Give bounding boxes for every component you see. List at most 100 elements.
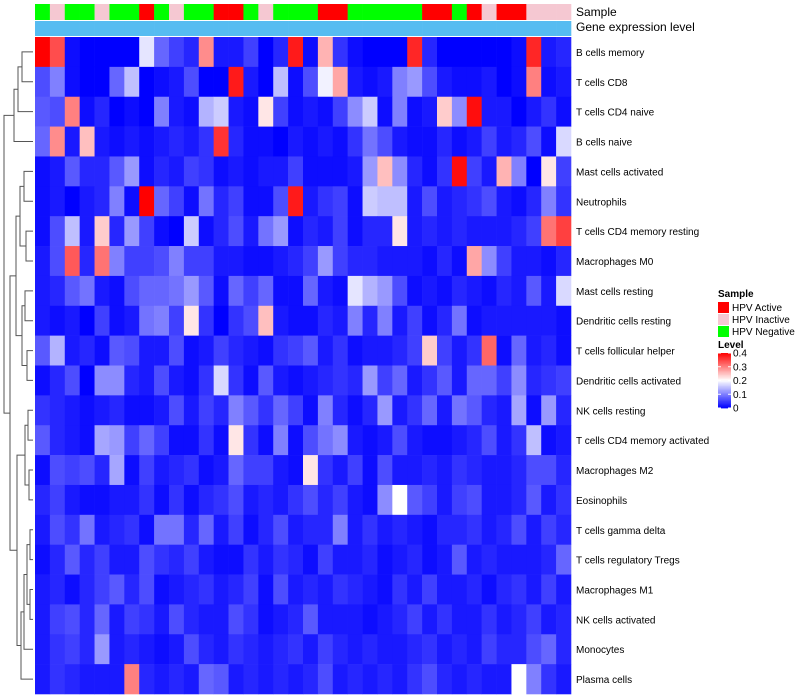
heatmap-cell	[154, 634, 170, 665]
expression-track-cell	[347, 21, 363, 36]
heatmap-cell	[258, 365, 274, 396]
heatmap-cell	[392, 604, 408, 635]
heatmap-cell	[154, 484, 170, 516]
heatmap-cell	[64, 305, 80, 336]
heatmap-cell	[258, 275, 274, 307]
heatmap-cell	[169, 216, 185, 247]
level-legend-gradient-step	[718, 354, 731, 357]
heatmap-cell	[332, 66, 348, 98]
heatmap-cell	[451, 186, 468, 217]
heatmap-cell	[79, 335, 95, 366]
heatmap-cell	[437, 574, 453, 605]
expression-track-cell	[362, 21, 378, 36]
heatmap-cell	[362, 126, 378, 157]
heatmap-cell	[49, 425, 66, 456]
heatmap-cell	[243, 37, 259, 68]
heatmap-cell	[109, 514, 125, 545]
heatmap-cell	[49, 514, 66, 545]
heatmap-cell	[317, 604, 334, 635]
heatmap-cell	[109, 395, 125, 426]
expression-track-cell	[407, 21, 423, 36]
level-legend-gradient-step	[718, 380, 731, 383]
heatmap-cell	[198, 455, 214, 486]
heatmap-cell	[124, 634, 140, 665]
heatmap-cell	[35, 305, 51, 336]
heatmap-cell	[407, 156, 423, 187]
heatmap-cell	[109, 365, 125, 396]
heatmap-cell	[556, 216, 572, 247]
heatmap-cell	[303, 574, 319, 605]
heatmap-cell	[273, 395, 289, 426]
heatmap-cell	[556, 66, 572, 98]
sample-track-label: Sample	[576, 5, 617, 19]
row-label: T cells CD4 memory activated	[576, 436, 709, 447]
heatmap-cell	[273, 455, 289, 486]
level-legend-gradient-step	[718, 386, 731, 388]
sample-track-cell	[49, 4, 66, 20]
heatmap-cell	[243, 305, 259, 336]
heatmap-cell	[556, 305, 572, 336]
heatmap-cell	[49, 455, 66, 486]
row-dendrogram	[3, 51, 33, 680]
heatmap-cell	[273, 186, 289, 217]
heatmap-cell	[94, 514, 110, 545]
heatmap-cell	[243, 66, 259, 98]
heatmap-cell	[228, 96, 244, 127]
expression-track-cell	[243, 21, 259, 36]
heatmap-cell	[49, 395, 66, 426]
heatmap-cell	[288, 126, 304, 157]
heatmap-cell	[154, 96, 170, 127]
expression-track-cell	[169, 21, 185, 36]
heatmap-cell	[273, 514, 289, 545]
heatmap-cell	[79, 305, 95, 336]
heatmap-cell	[273, 604, 289, 635]
heatmap-cell	[526, 574, 542, 605]
heatmap-cell	[556, 156, 572, 187]
expression-track-cell	[466, 21, 482, 36]
dendrogram-branch	[29, 529, 33, 561]
heatmap-cell	[169, 664, 185, 695]
heatmap-cell	[35, 216, 51, 247]
level-legend-gradient-step	[718, 406, 731, 409]
heatmap-cell	[496, 96, 512, 127]
heatmap-cell	[347, 664, 363, 695]
heatmap-cell	[407, 96, 423, 127]
heatmap-cell	[437, 186, 453, 217]
heatmap-cell	[154, 305, 170, 336]
heatmap-cell	[541, 544, 557, 575]
heatmap-cell	[526, 305, 542, 336]
heatmap-cell	[64, 664, 80, 695]
heatmap-cell	[198, 216, 214, 247]
heatmap-cell	[347, 365, 363, 396]
heatmap-cell	[511, 37, 527, 68]
heatmap-cell	[64, 275, 80, 307]
heatmap-cell	[64, 634, 80, 665]
heatmap-cell	[496, 664, 512, 695]
heatmap-cell	[451, 664, 468, 695]
heatmap-cell	[183, 484, 200, 516]
heatmap-cell	[332, 126, 348, 157]
level-legend-gradient-step	[718, 392, 731, 395]
heatmap-cell	[526, 455, 542, 486]
heatmap-cell	[317, 156, 334, 187]
heatmap-cell	[392, 96, 408, 127]
level-legend-tick-label: 0.4	[733, 349, 747, 360]
expression-track-cell	[183, 21, 200, 36]
heatmap-cell	[362, 335, 378, 366]
heatmap-cell	[94, 455, 110, 486]
heatmap-cell	[169, 305, 185, 336]
heatmap-cell	[94, 395, 110, 426]
expression-track-cell	[392, 21, 408, 36]
heatmap-cell	[392, 126, 408, 157]
heatmap-cell	[139, 156, 155, 187]
sample-track-cell	[109, 4, 125, 20]
heatmap-cell	[35, 246, 51, 277]
heatmap-cell	[94, 574, 110, 605]
heatmap-cell	[139, 305, 155, 336]
heatmap-cell	[273, 544, 289, 575]
heatmap-cell	[35, 634, 51, 665]
heatmap-cell	[124, 604, 140, 635]
sample-track-cell	[94, 4, 110, 20]
expression-track-cell	[481, 21, 497, 36]
